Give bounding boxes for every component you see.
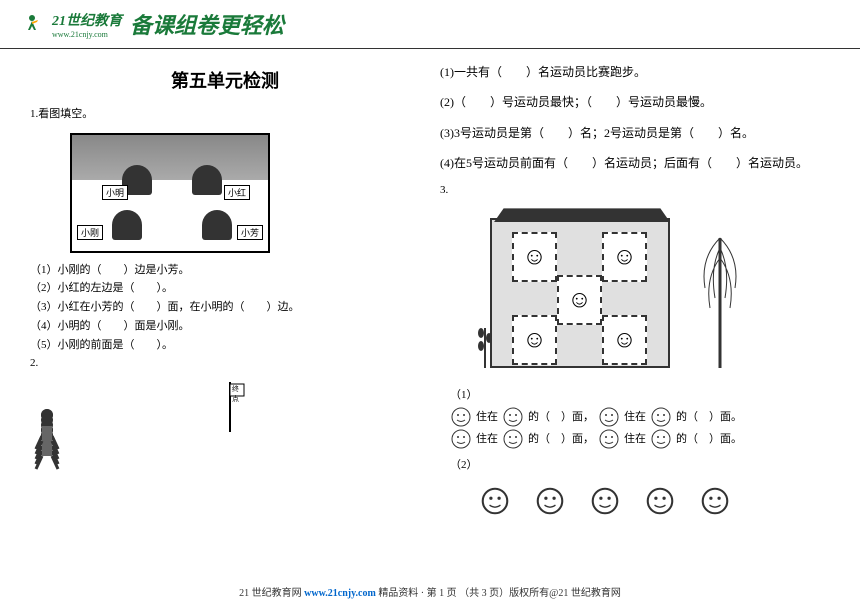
footer-site: 21 世纪教育网 [239, 588, 302, 599]
footer-mid: 精品资料 · 第 1 页 （共 3 页）版权所有@21 世纪教育网 [378, 588, 621, 599]
name-ming: 小明 [102, 185, 128, 200]
footer-url: www.21cnjy.com [304, 588, 376, 599]
right-column: (1)一共有（ ）名运动员比赛跑步。 (2)（ ）号运动员最快；（ ）号运动员最… [440, 59, 830, 516]
left-column: 第五单元检测 1.看图填空。 小明 小红 小刚 小芳 （1）小刚的（ ）边是小芳… [30, 59, 420, 516]
q1-sub3: （3）小红在小芳的（ ）面，在小明的（ ）边。 [30, 298, 420, 317]
flag-text: 终点 [232, 384, 245, 404]
face-icon [645, 486, 675, 516]
face-icon [700, 486, 730, 516]
q3-line1: 住在 的（ ）面， 住在 的（ ）面。 [450, 406, 830, 428]
t1: 住在 [476, 406, 498, 428]
content: 第五单元检测 1.看图填空。 小明 小红 小刚 小芳 （1）小刚的（ ）边是小芳… [0, 49, 860, 526]
q1-label: 1.看图填空。 [30, 105, 420, 125]
t1: 住在 [476, 428, 498, 450]
face-icon [590, 486, 620, 516]
plant-icon [475, 318, 495, 368]
q3-label: 3. [440, 181, 830, 201]
face-icon [450, 406, 472, 428]
face-icon [650, 428, 672, 450]
q3-sub2: （2） [450, 456, 830, 476]
q1-sub5: （5）小刚的前面是（ ）。 [30, 336, 420, 355]
q1-sub4: （4）小明的（ ）面是小刚。 [30, 317, 420, 336]
logo-icon [20, 12, 44, 36]
q2-r3: (3)3号运动员是第（ ）名；2号运动员是第（ ）名。 [440, 120, 830, 146]
t4: 的（ ）面。 [676, 428, 742, 450]
q1-sub1: （1）小刚的（ ）边是小芳。 [30, 261, 420, 280]
q2-label: 2. [30, 354, 420, 374]
brand-name: 21世纪教育 [52, 10, 122, 30]
t3: 住在 [624, 428, 646, 450]
q2-r1: (1)一共有（ ）名运动员比赛跑步。 [440, 59, 830, 85]
house-image: ☺ ☺ ☺ ☺ ☺ [470, 208, 770, 378]
face-icon [598, 428, 620, 450]
face-icon [650, 406, 672, 428]
face-icon [480, 486, 510, 516]
t3: 住在 [624, 406, 646, 428]
faces-row [480, 486, 830, 516]
q1-sub2: （2）小红的左边是（ ）。 [30, 279, 420, 298]
finish-flag: 终点 [215, 382, 245, 432]
face-icon [598, 406, 620, 428]
q2-r4: (4)在5号运动员前面有（ ）名运动员；后面有（ ）名运动员。 [440, 150, 830, 176]
face-icon [502, 406, 524, 428]
logo-text-block: 21世纪教育 www.21cnjy.com [52, 10, 122, 39]
runners-image: 终点 [30, 382, 420, 482]
face-icon [535, 486, 565, 516]
tree-icon [690, 218, 750, 368]
page-title: 第五单元检测 [30, 67, 420, 93]
name-fang: 小芳 [237, 225, 263, 240]
name-hong: 小红 [224, 185, 250, 200]
runner-7 [30, 412, 65, 457]
face-icon [502, 428, 524, 450]
name-gang: 小刚 [77, 225, 103, 240]
t2: 的（ ）面， [528, 428, 594, 450]
page-header: 21世纪教育 www.21cnjy.com 备课组卷更轻松 [0, 0, 860, 49]
q2-r2: (2)（ ）号运动员最快；（ ）号运动员最慢。 [440, 89, 830, 115]
q3-sub1: （1） [450, 386, 830, 406]
brand-url: www.21cnjy.com [52, 30, 122, 39]
t4: 的（ ）面。 [676, 406, 742, 428]
classroom-image: 小明 小红 小刚 小芳 [70, 133, 270, 253]
face-icon [450, 428, 472, 450]
t2: 的（ ）面， [528, 406, 594, 428]
q3-line2: 住在 的（ ）面， 住在 的（ ）面。 [450, 428, 830, 450]
slogan: 备课组卷更轻松 [130, 8, 284, 40]
page-footer: 21 世纪教育网 www.21cnjy.com 精品资料 · 第 1 页 （共 … [0, 584, 860, 599]
